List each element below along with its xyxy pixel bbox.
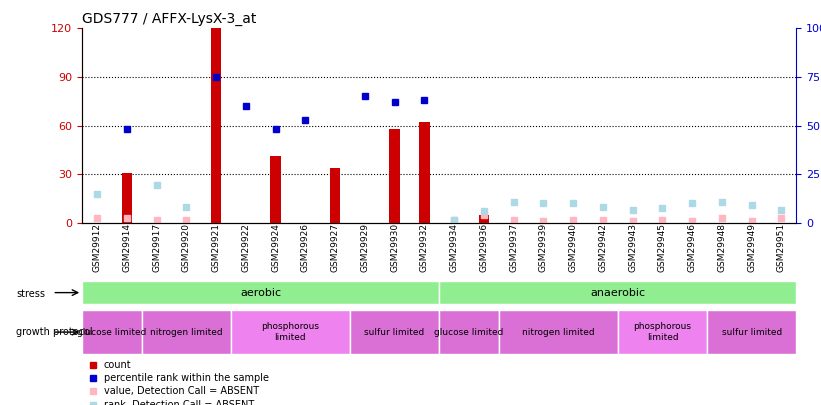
FancyBboxPatch shape (439, 281, 796, 305)
Text: GSM29940: GSM29940 (569, 223, 578, 272)
Text: GSM29948: GSM29948 (718, 223, 727, 272)
FancyBboxPatch shape (707, 310, 796, 354)
Text: growth protocol: growth protocol (16, 327, 93, 337)
Text: GSM29917: GSM29917 (152, 223, 161, 272)
Text: rank, Detection Call = ABSENT: rank, Detection Call = ABSENT (103, 400, 254, 405)
FancyBboxPatch shape (499, 310, 618, 354)
Text: GSM29914: GSM29914 (122, 223, 131, 272)
Text: GSM29937: GSM29937 (509, 223, 518, 272)
Bar (389, 129, 400, 223)
Text: GSM29912: GSM29912 (93, 223, 102, 272)
FancyBboxPatch shape (350, 310, 439, 354)
Text: GSM29934: GSM29934 (450, 223, 459, 272)
Text: sulfur limited: sulfur limited (722, 328, 782, 337)
Text: GSM29930: GSM29930 (390, 223, 399, 272)
Text: GSM29939: GSM29939 (539, 223, 548, 272)
FancyBboxPatch shape (142, 310, 231, 354)
FancyBboxPatch shape (439, 310, 499, 354)
Bar (122, 173, 132, 223)
Text: nitrogen limited: nitrogen limited (150, 328, 222, 337)
Text: stress: stress (16, 289, 45, 298)
Text: glucose limited: glucose limited (77, 328, 147, 337)
Text: GSM29921: GSM29921 (212, 223, 221, 272)
Text: GSM29943: GSM29943 (628, 223, 637, 272)
Text: GSM29936: GSM29936 (479, 223, 488, 272)
FancyBboxPatch shape (82, 281, 439, 305)
Text: sulfur limited: sulfur limited (365, 328, 424, 337)
Text: GSM29932: GSM29932 (420, 223, 429, 272)
Text: GSM29927: GSM29927 (331, 223, 340, 272)
Text: GDS777 / AFFX-LysX-3_at: GDS777 / AFFX-LysX-3_at (82, 12, 256, 26)
Text: count: count (103, 360, 131, 371)
FancyBboxPatch shape (618, 310, 707, 354)
Text: glucose limited: glucose limited (434, 328, 504, 337)
FancyBboxPatch shape (231, 310, 350, 354)
Bar (420, 122, 429, 223)
Text: phosphorous
limited: phosphorous limited (634, 322, 691, 342)
Text: anaerobic: anaerobic (590, 288, 645, 298)
Text: nitrogen limited: nitrogen limited (522, 328, 594, 337)
Text: GSM29942: GSM29942 (599, 223, 608, 272)
Text: GSM29946: GSM29946 (688, 223, 697, 272)
Bar (270, 156, 281, 223)
Bar (479, 215, 489, 223)
Text: GSM29922: GSM29922 (241, 223, 250, 272)
Text: GSM29929: GSM29929 (360, 223, 369, 272)
Bar (211, 28, 221, 223)
Bar (330, 168, 340, 223)
Text: GSM29945: GSM29945 (658, 223, 667, 272)
FancyBboxPatch shape (82, 310, 142, 354)
Text: GSM29920: GSM29920 (181, 223, 190, 272)
Text: GSM29926: GSM29926 (300, 223, 310, 272)
Text: GSM29924: GSM29924 (271, 223, 280, 272)
Text: GSM29951: GSM29951 (777, 223, 786, 272)
Text: percentile rank within the sample: percentile rank within the sample (103, 373, 268, 384)
Text: phosphorous
limited: phosphorous limited (261, 322, 319, 342)
Text: aerobic: aerobic (240, 288, 282, 298)
Text: value, Detection Call = ABSENT: value, Detection Call = ABSENT (103, 386, 259, 396)
Text: GSM29949: GSM29949 (747, 223, 756, 272)
